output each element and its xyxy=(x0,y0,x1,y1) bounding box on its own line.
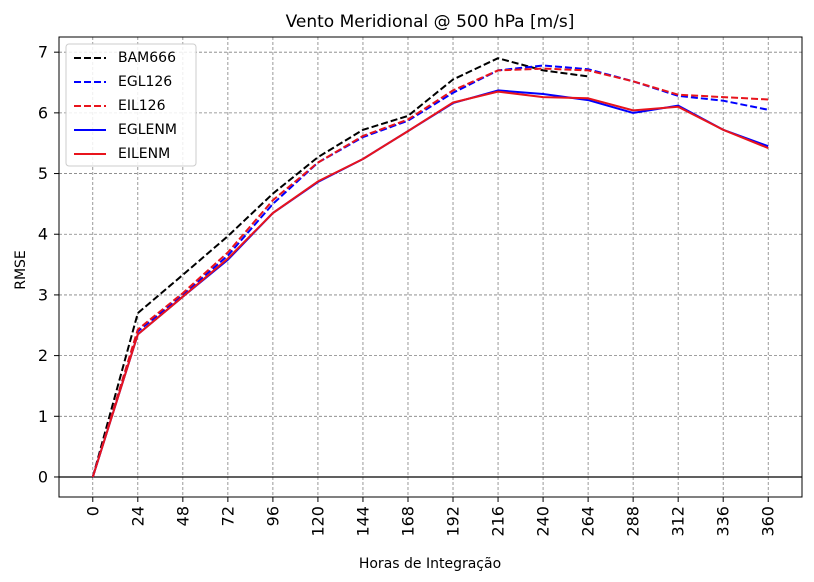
legend-box xyxy=(65,43,197,167)
y-tick-label: 5 xyxy=(38,164,48,183)
y-tick-label: 2 xyxy=(38,346,48,365)
legend-label-egl126: EGL126 xyxy=(118,74,172,90)
x-tick-label: 96 xyxy=(263,506,282,526)
y-tick-label: 4 xyxy=(38,225,48,244)
legend: BAM666 EGL126 EIL126 EGLENM EILENM xyxy=(65,43,197,167)
legend-label-eglenm: EGLENM xyxy=(118,122,177,138)
series-line-bam666 xyxy=(91,57,589,478)
x-tick-label: 312 xyxy=(669,506,688,537)
x-tick-label: 240 xyxy=(534,506,553,537)
x-tick-label: 48 xyxy=(173,506,192,526)
y-tick-label: 6 xyxy=(38,103,48,122)
y-axis-title: RMSE xyxy=(13,250,29,290)
y-tick-label: 7 xyxy=(38,43,48,62)
x-tick-label: 168 xyxy=(398,506,417,537)
x-tick-label: 288 xyxy=(624,506,643,537)
series-line-eilenm xyxy=(91,90,769,478)
legend-label-eil126: EIL126 xyxy=(118,98,166,114)
y-tick-label: 3 xyxy=(38,285,48,304)
x-tick-label: 216 xyxy=(489,506,508,537)
series-lines xyxy=(91,57,769,478)
axis-ticks: 0 24 48 72 96 120 144 168 192 216 240 264 288 312 336 3… xyxy=(38,43,778,537)
x-tick-label: 360 xyxy=(759,506,778,537)
x-tick-label: 144 xyxy=(353,506,372,537)
x-tick-label: 192 xyxy=(444,506,463,537)
x-tick-label: 24 xyxy=(128,506,147,526)
y-tick-label: 0 xyxy=(38,467,48,486)
x-tick-label: 72 xyxy=(218,506,237,526)
plot-frame xyxy=(58,36,803,498)
chart-title: Vento Meridional @ 500 hPa [m/s] xyxy=(286,12,575,32)
legend-label-eilenm: EILENM xyxy=(118,146,170,162)
legend-label-bam666: BAM666 xyxy=(118,50,176,66)
x-tick-label: 120 xyxy=(308,506,327,537)
x-tick-label: 336 xyxy=(714,506,733,537)
x-tick-label: 264 xyxy=(579,506,598,537)
series-line-eil126 xyxy=(91,67,769,478)
x-axis-title: Horas de Integração xyxy=(359,556,501,572)
y-tick-label: 1 xyxy=(38,407,48,426)
x-tick-label: 0 xyxy=(83,506,102,516)
